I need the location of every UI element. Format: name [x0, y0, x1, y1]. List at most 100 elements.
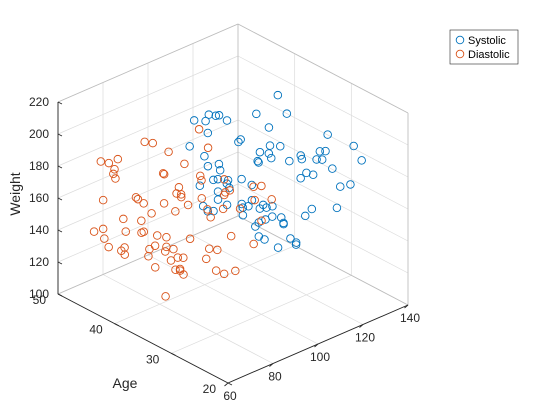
y-axis-line	[57, 293, 229, 384]
z-tick-mark	[57, 229, 63, 233]
diastolic-point	[160, 247, 170, 256]
diastolic-point	[197, 176, 206, 185]
systolic-point	[251, 222, 260, 231]
x-tick-mark	[269, 363, 274, 367]
diastolic-point	[183, 200, 193, 210]
diastolic-point	[206, 213, 215, 222]
diastolic-point	[164, 147, 173, 157]
diastolic-point	[150, 263, 160, 272]
diastolic-point	[226, 231, 236, 241]
z-tick-mark	[57, 101, 63, 105]
y-tick-mark	[114, 323, 119, 327]
box-edge	[237, 23, 409, 114]
diastolic-point	[249, 239, 258, 249]
systolic-point	[247, 195, 257, 205]
diastolic-point	[152, 231, 162, 240]
diastolic-point	[219, 175, 229, 184]
systolic-point	[255, 147, 265, 157]
legend[interactable]: Systolic Diastolic	[449, 29, 519, 65]
z-tick-mark	[57, 261, 63, 265]
legend-marker-diastolic	[455, 49, 465, 59]
z-tick-label: 140	[29, 223, 49, 237]
diastolic-point	[150, 241, 160, 250]
z-tick-mark	[57, 293, 63, 297]
z-tick-label: 100	[29, 287, 49, 301]
diastolic-point	[140, 137, 149, 147]
grid-line-z-back	[57, 119, 239, 199]
diastolic-point	[219, 190, 229, 200]
systolic-point	[200, 151, 209, 161]
diastolic-point	[171, 265, 180, 275]
x-tick-label: 60	[223, 389, 237, 403]
systolic-point	[252, 109, 261, 119]
systolic-point	[247, 180, 256, 190]
diastolic-point	[159, 199, 169, 208]
systolic-point	[296, 151, 306, 160]
systolic-point	[254, 232, 264, 241]
systolic-point	[296, 174, 305, 183]
grid-line-z-right	[237, 151, 409, 242]
diastolic-point	[171, 207, 180, 216]
systolic-point	[237, 174, 246, 184]
legend-marker-systolic	[455, 35, 465, 45]
systolic-point	[254, 158, 263, 167]
systolic-point	[268, 201, 277, 211]
z-tick-label: 160	[29, 191, 49, 205]
systolic-point	[323, 130, 332, 139]
systolic-point	[279, 219, 288, 229]
diastolic-point	[213, 245, 222, 255]
systolic-point	[307, 204, 317, 214]
systolic-point	[214, 159, 224, 169]
systolic-point	[321, 146, 330, 156]
diastolic-point	[267, 195, 276, 204]
systolic-point	[214, 111, 224, 120]
systolic-point	[302, 168, 311, 178]
box-edge	[237, 215, 409, 306]
diastolic-point	[121, 227, 130, 236]
diastolic-point	[159, 169, 169, 179]
diastolic-point	[100, 234, 109, 243]
y-tick-label: 40	[89, 323, 103, 337]
systolic-point	[264, 149, 274, 158]
systolic-point	[204, 110, 214, 119]
diastolic-point	[219, 269, 229, 279]
z-tick-label: 200	[29, 127, 49, 141]
grid-line-z-back	[57, 55, 239, 135]
systolic-point	[315, 147, 325, 156]
y-axis-label: Age	[113, 375, 138, 391]
x-tick-label: 140	[400, 311, 420, 325]
diastolic-point	[201, 254, 211, 264]
diastolic-point	[249, 182, 258, 192]
systolic-point	[236, 135, 245, 144]
systolic-point	[223, 175, 233, 185]
diastolic-point	[111, 174, 120, 183]
diastolic-point	[257, 216, 266, 225]
z-tick-mark	[57, 165, 63, 169]
diastolic-point	[162, 232, 171, 242]
diastolic-point	[89, 227, 99, 236]
systolic-point	[234, 137, 243, 147]
diastolic-point	[104, 158, 114, 168]
y-tick-mark	[227, 382, 233, 386]
grid-line-z-right	[237, 55, 409, 146]
grid-line-y-floor	[171, 275, 352, 354]
y-tick-label: 30	[146, 352, 160, 366]
systolic-point	[286, 234, 295, 243]
systolic-point	[209, 175, 218, 185]
box-edge	[57, 23, 239, 103]
diastolic-point	[113, 154, 123, 164]
diastolic-point	[131, 193, 141, 202]
systolic-point	[213, 174, 223, 184]
systolic-point	[222, 116, 232, 125]
systolic-point	[276, 141, 285, 151]
systolic-point	[260, 235, 269, 244]
box-edge	[57, 215, 239, 295]
systolic-point	[317, 155, 327, 164]
diastolic-point	[204, 244, 214, 253]
x-tick-label: 80	[268, 370, 282, 384]
diastolic-point	[133, 194, 143, 204]
diastolic-point	[119, 214, 128, 224]
x-tick-mark	[314, 343, 319, 348]
systolic-point	[267, 153, 276, 163]
diastolic-point	[172, 189, 181, 198]
